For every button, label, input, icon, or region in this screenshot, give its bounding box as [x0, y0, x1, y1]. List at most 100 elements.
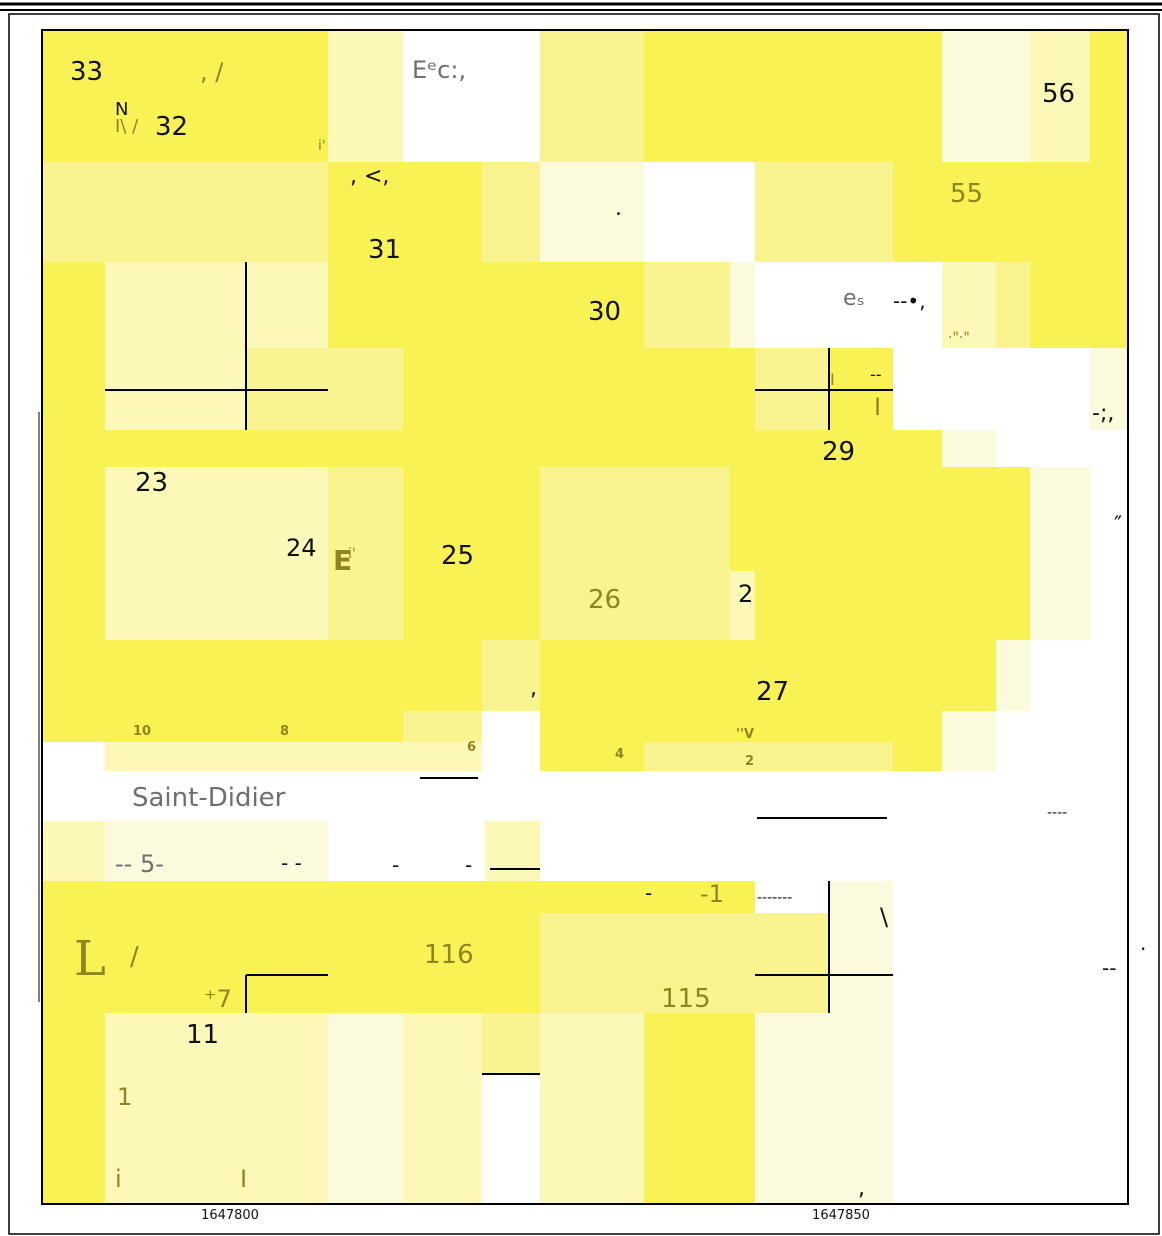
parcel: [403, 1013, 482, 1204]
map-label: ,: [530, 676, 537, 701]
map-label: /: [130, 942, 139, 972]
parcel: [755, 1013, 893, 1204]
map-label: 56: [1042, 79, 1075, 109]
map-label: 31: [368, 235, 401, 265]
parcel: [42, 30, 328, 162]
parcel: [644, 1013, 755, 1204]
map-label: i': [318, 138, 326, 154]
map-label: -: [465, 853, 472, 877]
map: 33, /Eᵉc:,56NI\ /32i', <,55.3130eₛ--•,·"…: [0, 0, 1162, 1236]
parcel: [42, 1013, 105, 1204]
parcel: [485, 821, 540, 881]
map-label: I: [240, 1165, 247, 1193]
map-label: - -: [281, 851, 302, 875]
map-label: -------: [757, 890, 792, 906]
parcel: [403, 348, 755, 430]
parcel: [42, 640, 482, 711]
map-label: -: [392, 853, 399, 877]
map-label: ·"·": [948, 330, 970, 346]
map-label: I: [830, 370, 835, 389]
parcel: [942, 711, 996, 742]
parcel: [42, 711, 403, 742]
parcel: [540, 742, 644, 771]
parcel: [42, 467, 105, 640]
parcel: [755, 162, 893, 262]
map-label: ''V: [736, 727, 754, 742]
map-label: 55: [950, 179, 983, 209]
parcel: [829, 881, 893, 1013]
map-label: 4: [615, 747, 624, 762]
parcel: [1030, 467, 1090, 640]
parcel: [942, 742, 996, 771]
axis-label: 1647800: [201, 1208, 259, 1223]
parcel: [893, 162, 1128, 262]
parcel: [644, 262, 730, 348]
map-label: --: [1102, 956, 1116, 980]
parcel: [246, 262, 328, 348]
map-label: 115: [661, 984, 711, 1014]
parcel: [540, 1013, 644, 1204]
map-label: .: [615, 196, 622, 221]
parcel: [893, 742, 942, 771]
parcel: [942, 430, 996, 467]
map-label: i': [348, 546, 356, 562]
parcel: [42, 821, 105, 881]
parcel: [540, 913, 755, 1013]
parcel: [105, 262, 246, 348]
map-label: 23: [135, 468, 168, 498]
map-label: I\ /: [115, 116, 139, 137]
map-label: --: [870, 365, 882, 384]
map-label: -1: [700, 880, 724, 908]
parcel: [42, 430, 942, 467]
parcel: [755, 913, 829, 1013]
map-label: -: [645, 881, 652, 905]
map-label: 32: [155, 112, 188, 142]
map-label: .: [1140, 931, 1146, 955]
map-label: , /: [200, 58, 224, 86]
map-label: 26: [588, 585, 621, 615]
map-label: 33: [70, 57, 103, 87]
map-label: 6: [467, 740, 476, 755]
map-label: eₛ: [843, 286, 865, 311]
map-label: -;,: [1092, 401, 1114, 426]
map-label: 1: [117, 1083, 132, 1111]
parcel: [540, 30, 644, 162]
map-label: --•,: [893, 289, 926, 313]
map-label: ⁺7: [204, 985, 232, 1013]
map-label: i: [115, 1165, 122, 1193]
map-label: Saint-Didier: [132, 783, 286, 813]
map-label: 24: [286, 534, 317, 562]
parcel: [1090, 30, 1128, 162]
parcel: [540, 467, 730, 640]
parcel: [730, 467, 1030, 640]
parcel: [1030, 262, 1128, 348]
map-label: ----: [1047, 805, 1067, 821]
map-label: 29: [822, 437, 855, 467]
parcel: [730, 262, 755, 348]
map-label: ,: [858, 1176, 865, 1201]
map-label: 11: [186, 1020, 219, 1050]
map-label: ″: [1114, 513, 1122, 538]
map-label: Eᵉc:,: [412, 56, 466, 84]
map-label: 25: [441, 541, 474, 571]
map-label: 10: [133, 724, 151, 739]
axis-label: 1647850: [812, 1208, 870, 1223]
map-label: 27: [756, 677, 789, 707]
map-label: 2: [745, 754, 754, 769]
map-label: L: [74, 931, 106, 987]
parcel: [42, 348, 105, 430]
parcel: [540, 162, 644, 262]
map-label: I: [874, 393, 881, 421]
map-label: 116: [424, 940, 474, 970]
parcel: [42, 262, 105, 348]
parcel: [105, 742, 482, 771]
parcel: [482, 162, 540, 262]
parcel: [942, 30, 1030, 162]
parcel: [42, 162, 328, 262]
parcel: [403, 711, 482, 742]
parcel: [328, 1013, 403, 1204]
map-label: -- 5-: [115, 850, 164, 878]
parcel: [996, 262, 1030, 348]
map-label: , <,: [350, 164, 389, 189]
map-label: \: [880, 903, 889, 931]
